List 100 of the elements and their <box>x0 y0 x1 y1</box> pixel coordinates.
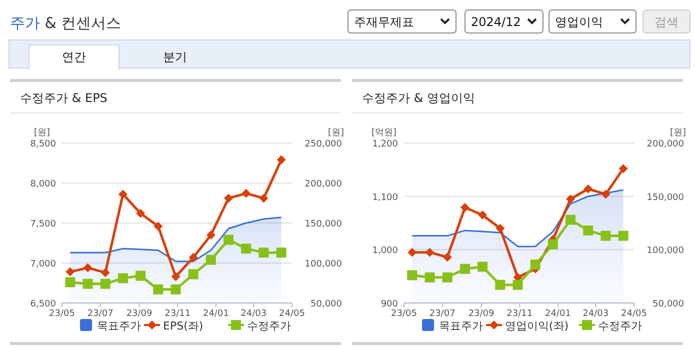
text: 연간 <box>62 50 86 64</box>
y-tick-label: 8,000 <box>30 180 56 190</box>
y-tick-label: 7,000 <box>30 260 56 270</box>
point <box>407 270 418 280</box>
point <box>584 184 593 194</box>
point <box>206 230 216 240</box>
point <box>460 203 470 212</box>
text: 주가 & 컨센서스 <box>10 14 122 32</box>
y2-tick-label: 200,000 <box>646 140 684 150</box>
point <box>442 252 452 262</box>
x-tick-label: 24/03 <box>582 309 609 319</box>
chart-title: 수정주가 & 영업이익 <box>362 91 475 105</box>
legend-label: 목표주가 <box>97 320 141 332</box>
x-tick-label: 23/05 <box>49 309 75 319</box>
point <box>188 269 198 280</box>
point <box>276 248 286 258</box>
point <box>548 239 558 250</box>
y-tick-label: 7,500 <box>30 220 56 230</box>
x-tick-label: 24/03 <box>240 309 267 319</box>
point <box>276 155 286 164</box>
y2-tick-label: 200,000 <box>304 180 342 190</box>
y-tick-label: 8,500 <box>30 140 56 150</box>
y-tick-label: 1,200 <box>372 140 398 150</box>
point <box>136 270 146 281</box>
point <box>154 222 163 231</box>
x-tick-label: 24/01 <box>544 309 571 319</box>
y2-tick-label: 100,000 <box>646 246 684 256</box>
text: 분기 <box>163 50 187 64</box>
point <box>82 278 93 289</box>
point <box>259 194 268 203</box>
legend-label: 목표주가 <box>439 320 483 332</box>
legend-label: 수정주가 <box>598 320 642 332</box>
x-tick-label: 23/07 <box>429 309 456 319</box>
x-tick-label: 24/05 <box>279 309 305 319</box>
text: 2024/12 <box>471 15 521 29</box>
x-tick-label: 23/09 <box>468 309 495 319</box>
point <box>118 190 128 199</box>
x-tick-label: 23/11 <box>164 309 191 319</box>
point <box>171 272 180 282</box>
point <box>100 278 110 289</box>
point <box>618 230 628 241</box>
y2-tick-label: 50,000 <box>310 300 342 310</box>
point <box>424 272 435 282</box>
point <box>65 277 76 288</box>
x-tick-label: 23/11 <box>506 309 533 319</box>
point <box>530 260 540 270</box>
x-tick-label: 24/05 <box>621 309 647 319</box>
point <box>83 263 92 272</box>
point <box>460 264 470 274</box>
y2-tick-label: 150,000 <box>304 220 342 230</box>
point <box>188 252 198 262</box>
point <box>583 225 594 236</box>
x-tick-label: 23/05 <box>391 309 417 319</box>
y-tick-label: 1,100 <box>372 192 398 203</box>
point <box>242 188 251 198</box>
point <box>66 267 75 276</box>
x-tick-label: 24/01 <box>202 309 229 319</box>
x-tick-label: 23/07 <box>87 309 114 319</box>
y-axis-title: [억원] <box>371 128 397 138</box>
point <box>224 194 234 203</box>
text: 검색 <box>654 15 678 29</box>
point <box>100 268 110 278</box>
point <box>600 230 611 241</box>
point <box>408 248 417 257</box>
y-tick-label: 900 <box>380 300 398 310</box>
point <box>442 272 452 282</box>
y-tick-label: 1,000 <box>372 246 398 256</box>
point <box>566 214 576 225</box>
point <box>118 273 128 284</box>
text: 영업이익 <box>555 15 603 29</box>
point <box>258 248 269 258</box>
point <box>224 234 234 245</box>
point <box>425 248 434 257</box>
point <box>566 194 576 204</box>
point <box>241 244 252 254</box>
point <box>170 284 181 294</box>
y2-tick-label: 250,000 <box>304 140 342 150</box>
y2-tick-label: 50,000 <box>652 300 684 310</box>
y2-tick-label: 100,000 <box>304 260 342 270</box>
legend-label: 영업이익(좌) <box>505 320 569 332</box>
point <box>512 280 523 290</box>
y-tick-label: 6,500 <box>30 300 56 310</box>
x-tick-label: 23/09 <box>126 309 153 319</box>
point <box>206 254 216 265</box>
text: 주재무제표 <box>354 15 414 29</box>
y2-tick-label: 150,000 <box>646 192 684 203</box>
point <box>478 262 488 272</box>
chart-title: 수정주가 & EPS <box>20 91 108 105</box>
point <box>496 224 505 233</box>
point <box>136 208 146 218</box>
point <box>601 190 610 199</box>
y2-axis-title: [원] <box>670 128 686 138</box>
legend-label: EPS(좌) <box>163 320 204 332</box>
point <box>495 280 506 290</box>
y-axis-title: [원] <box>34 128 50 138</box>
y2-axis-title: [원] <box>328 128 344 138</box>
point <box>153 284 164 294</box>
point <box>478 210 488 220</box>
legend-label: 수정주가 <box>247 320 291 332</box>
point <box>618 164 628 174</box>
